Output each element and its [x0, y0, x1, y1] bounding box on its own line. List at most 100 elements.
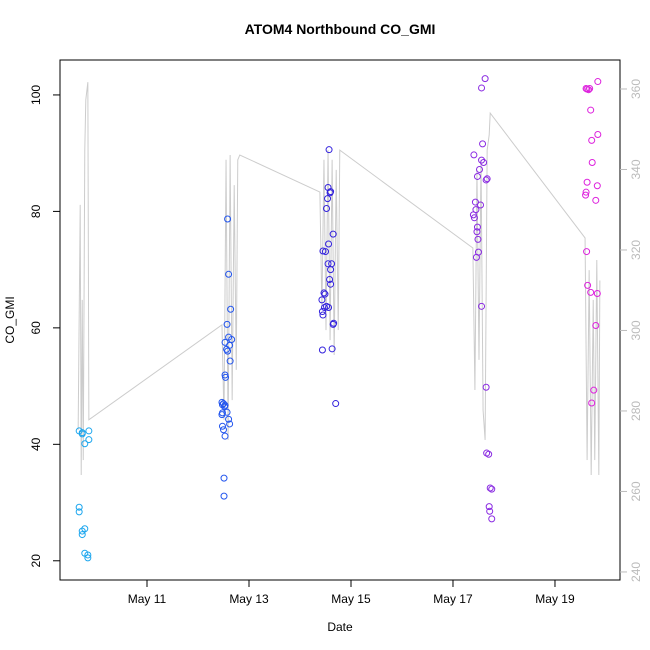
point	[583, 178, 591, 186]
point	[473, 228, 481, 236]
point	[587, 106, 595, 114]
point	[318, 308, 326, 316]
point	[593, 290, 601, 298]
point	[78, 430, 86, 438]
point	[332, 400, 340, 408]
point	[326, 276, 334, 284]
point	[482, 383, 490, 391]
y-tick-label: 40	[29, 437, 43, 451]
point	[223, 408, 231, 416]
y-tick-label: 80	[29, 204, 43, 218]
point	[227, 305, 235, 313]
point	[328, 345, 336, 353]
point	[474, 248, 482, 256]
point	[321, 290, 329, 298]
point	[590, 386, 598, 394]
x-tick-label: May 19	[535, 592, 575, 606]
point	[78, 531, 86, 539]
point	[324, 260, 332, 268]
plot-box	[59, 59, 621, 581]
y-tick-label: 100	[29, 85, 43, 105]
point	[588, 136, 596, 144]
point	[221, 432, 229, 440]
point	[219, 400, 227, 408]
point	[224, 215, 232, 223]
point	[323, 204, 331, 212]
point	[84, 551, 92, 559]
y2-tick-label: 360	[629, 79, 643, 99]
point	[582, 188, 590, 196]
point	[324, 195, 332, 203]
x-tick-label: May 13	[229, 592, 269, 606]
point	[325, 303, 333, 311]
point	[479, 140, 487, 148]
point	[327, 280, 335, 288]
point	[218, 401, 226, 409]
point	[482, 176, 490, 184]
point	[587, 288, 595, 296]
point	[81, 440, 89, 448]
y2-tick-label: 320	[629, 240, 643, 260]
point	[592, 322, 600, 330]
y2-tick-label: 280	[629, 401, 643, 421]
point	[582, 191, 590, 199]
point	[470, 214, 478, 222]
point	[219, 426, 227, 434]
point	[583, 248, 591, 256]
point	[75, 503, 83, 511]
y2-tick-label: 240	[629, 562, 643, 582]
point	[222, 373, 230, 381]
point	[474, 235, 482, 243]
point	[218, 422, 226, 430]
point	[320, 289, 328, 297]
point	[586, 85, 594, 93]
point	[84, 554, 92, 562]
y-tick-label: 60	[29, 321, 43, 335]
y2-tick-label: 340	[629, 159, 643, 179]
point	[472, 206, 480, 214]
point	[488, 485, 496, 493]
point	[325, 146, 333, 154]
x-tick-label: May 11	[128, 592, 167, 606]
point	[226, 420, 234, 428]
point	[588, 158, 596, 166]
y-axis-label: CO_GMI	[3, 296, 17, 343]
point	[485, 503, 493, 511]
point	[486, 484, 494, 492]
point	[486, 507, 494, 515]
point	[592, 196, 600, 204]
point	[75, 508, 83, 516]
point	[330, 319, 338, 327]
point	[478, 84, 486, 92]
point	[488, 515, 496, 523]
point	[329, 230, 337, 238]
point	[85, 436, 93, 444]
chart-title: ATOM4 Northbound CO_GMI	[245, 21, 436, 37]
point	[477, 201, 485, 209]
point	[481, 75, 489, 83]
point	[221, 401, 229, 409]
point	[328, 260, 336, 268]
x-axis-label: Date	[327, 620, 353, 634]
x-tick-label: May 17	[433, 592, 473, 606]
point	[594, 131, 602, 139]
point	[473, 172, 481, 180]
point	[319, 311, 327, 319]
point	[223, 320, 231, 328]
y2-tick-label: 260	[629, 481, 643, 501]
x-tick-label: May 15	[331, 592, 371, 606]
point	[318, 346, 326, 354]
point	[228, 336, 236, 344]
point	[225, 270, 233, 278]
point	[321, 248, 329, 256]
point	[327, 188, 335, 196]
point	[85, 427, 93, 435]
point	[225, 415, 233, 423]
point	[318, 296, 326, 304]
point	[220, 492, 228, 500]
line	[77, 82, 601, 475]
point	[594, 78, 602, 86]
point	[584, 281, 592, 289]
